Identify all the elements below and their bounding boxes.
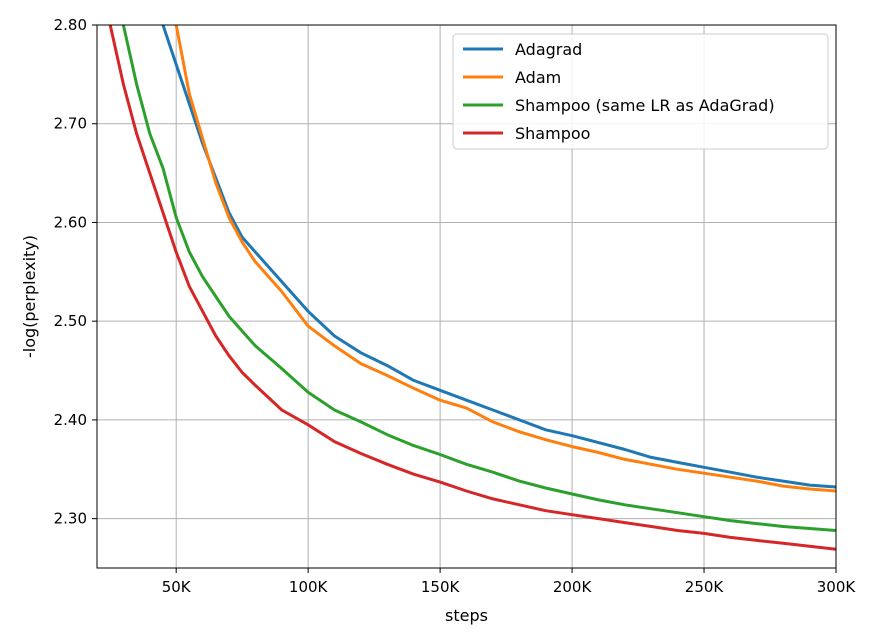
series-line-4 <box>108 25 836 551</box>
legend-label: Adagrad <box>515 40 582 59</box>
y-tick-label: 2.40 <box>54 411 87 429</box>
plot-frame <box>96 24 837 569</box>
x-tick-label: 250K <box>685 578 725 596</box>
x-tick-label: 300K <box>817 578 857 596</box>
x-tick-label: 200K <box>553 578 593 596</box>
series-line-3 <box>121 25 836 532</box>
y-tick-label: 2.50 <box>54 312 87 330</box>
legend-box <box>452 33 829 150</box>
y-tick-label: 2.80 <box>54 16 87 34</box>
axis-ticks: 50K 100K 150K 200K 250K 300K 2.30 2.40 2.50 2.60 2… <box>54 16 857 596</box>
legend-label: Shampoo <box>515 124 590 143</box>
series-lines <box>108 25 836 551</box>
legend: Adagrad Adam Shampoo (same LR as AdaGrad) S… <box>452 33 829 150</box>
x-tick-label: 100K <box>289 578 329 596</box>
x-tick-label: 50K <box>162 578 192 596</box>
series-line-2 <box>174 25 836 493</box>
x-tick-label: 150K <box>421 578 461 596</box>
legend-label: Shampoo (same LR as AdaGrad) <box>515 96 775 115</box>
x-axis-title: steps <box>445 606 488 625</box>
y-tick-label: 2.70 <box>54 115 87 133</box>
y-tick-label: 2.30 <box>54 510 87 528</box>
legend-label: Adam <box>515 68 561 87</box>
y-axis-title: -log(perplexity) <box>20 235 39 358</box>
y-tick-label: 2.60 <box>54 213 87 231</box>
